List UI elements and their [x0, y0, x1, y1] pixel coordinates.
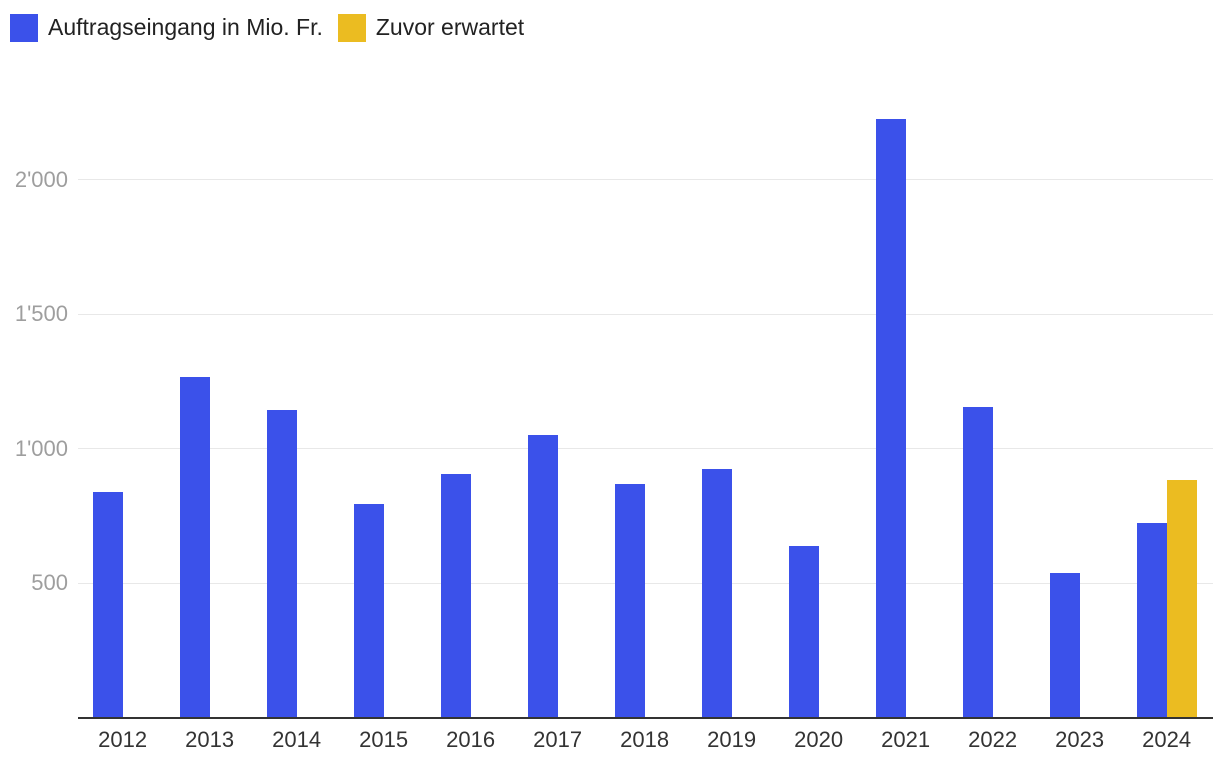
- x-tick-label-2021: 2021: [881, 727, 931, 752]
- legend-label: Auftragseingang in Mio. Fr.: [48, 14, 323, 40]
- gridline-1000: [78, 448, 1213, 450]
- x-tick-label-2015: 2015: [359, 727, 409, 752]
- x-tick-label-2024: 2024: [1142, 727, 1192, 752]
- x-axis-line: [78, 717, 1213, 719]
- x-tick-label-2013: 2013: [185, 727, 235, 752]
- x-tick-label-2019: 2019: [707, 727, 757, 752]
- x-tick-label-2023: 2023: [1055, 727, 1105, 752]
- x-tick-label-2017: 2017: [533, 727, 583, 752]
- x-tick-label-2012: 2012: [98, 727, 148, 752]
- legend-item-expected[interactable]: Zuvor erwartet: [337, 13, 525, 42]
- legend-swatch-order-intake: [10, 13, 38, 42]
- y-tick-label: 1'000: [14, 435, 68, 461]
- bar-2019[interactable]: [701, 468, 732, 718]
- y-tick-label: 2'000: [14, 166, 68, 192]
- bar-2024[interactable]: [1136, 522, 1167, 718]
- x-tick-label-2018: 2018: [620, 727, 670, 752]
- y-tick-label: 1'500: [14, 301, 68, 327]
- bar-2013[interactable]: [179, 377, 210, 718]
- gridline-500: [78, 582, 1213, 584]
- legend-swatch-expected: [337, 13, 366, 42]
- bar-2020[interactable]: [788, 545, 819, 718]
- gridline-1500: [78, 313, 1213, 315]
- bar-2017[interactable]: [527, 435, 558, 718]
- bar-2024-expected[interactable]: [1166, 479, 1197, 718]
- x-tick-label-2016: 2016: [446, 727, 496, 752]
- bar-2023[interactable]: [1049, 572, 1080, 718]
- bar-2022[interactable]: [962, 407, 993, 718]
- bar-2014[interactable]: [266, 409, 297, 718]
- x-tick-label-2014: 2014: [272, 727, 322, 752]
- legend-item-order-intake[interactable]: Auftragseingang in Mio. Fr.: [10, 13, 323, 42]
- y-tick-label: 500: [31, 570, 68, 596]
- legend: Auftragseingang in Mio. Fr. Zuvor erwarte…: [10, 13, 524, 42]
- bar-2021[interactable]: [875, 119, 906, 718]
- bar-2012[interactable]: [92, 491, 123, 718]
- gridline-2000: [78, 179, 1213, 181]
- x-tick-label-2020: 2020: [794, 727, 844, 752]
- bar-2015[interactable]: [353, 503, 384, 718]
- bar-2018[interactable]: [614, 483, 645, 718]
- bar-2016[interactable]: [440, 474, 471, 718]
- legend-label: Zuvor erwartet: [375, 14, 525, 40]
- x-tick-label-2022: 2022: [968, 727, 1018, 752]
